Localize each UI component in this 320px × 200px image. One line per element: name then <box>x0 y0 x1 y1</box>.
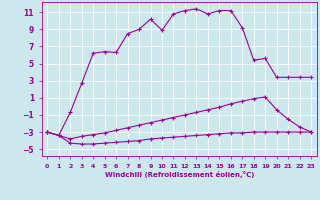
X-axis label: Windchill (Refroidissement éolien,°C): Windchill (Refroidissement éolien,°C) <box>105 171 254 178</box>
